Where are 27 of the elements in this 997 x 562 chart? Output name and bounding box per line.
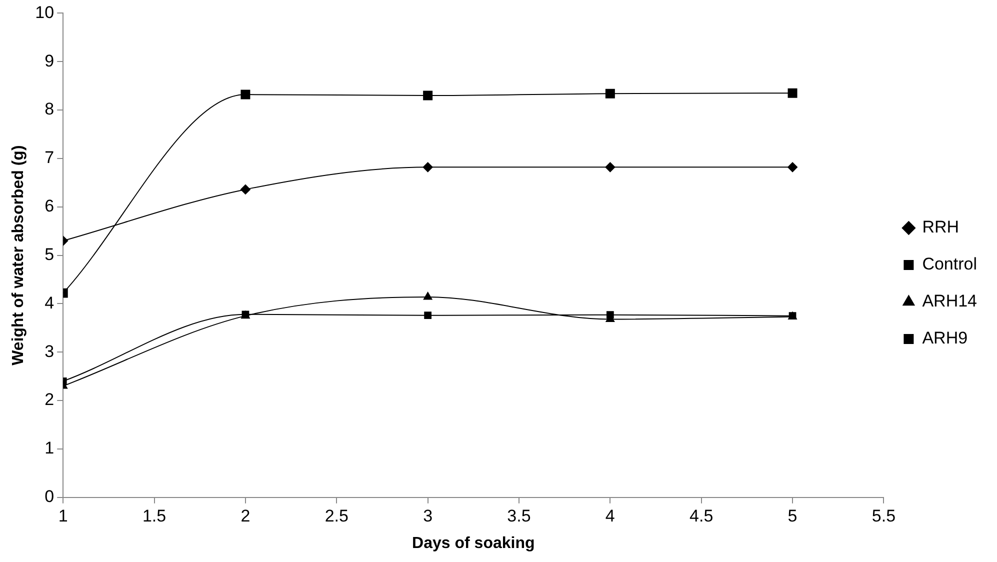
y-tick-label: 1: [44, 438, 54, 458]
x-tick-label: 5.5: [872, 506, 896, 526]
y-tick-label: 3: [44, 342, 54, 361]
y-tick-label: 8: [44, 100, 54, 119]
y-tick-label: 4: [44, 293, 54, 312]
y-tick-label: 5: [44, 244, 54, 264]
y-tick-label: 0: [44, 487, 54, 506]
x-tick-label: 4: [605, 506, 615, 526]
x-tick-label: 1.5: [142, 506, 166, 526]
y-tick-label: 9: [44, 51, 54, 70]
legend-label: ARH14: [922, 292, 978, 311]
x-tick-label: 3.5: [507, 506, 531, 526]
y-tick-label: 2: [44, 390, 54, 410]
x-tick-label: 5: [788, 506, 798, 526]
x-tick-label: 3: [423, 506, 433, 526]
y-tick-label: 7: [44, 148, 54, 168]
x-tick-label: 4.5: [690, 506, 714, 526]
y-axis-title: Weight of water absorbed (g): [10, 145, 28, 366]
legend-label: Control: [922, 254, 978, 274]
y-tick-label: 10: [35, 2, 54, 22]
x-tick-label: 1: [58, 506, 68, 526]
x-axis-title: Days of soaking: [412, 534, 535, 552]
x-tick-label: 2.5: [324, 506, 348, 526]
legend-label: RRH: [922, 218, 960, 237]
y-tick-label: 6: [44, 196, 54, 216]
legend-label: ARH9: [922, 328, 968, 348]
x-tick-label: 2: [240, 506, 250, 526]
